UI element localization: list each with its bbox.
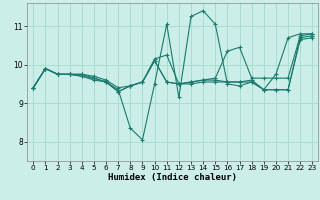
X-axis label: Humidex (Indice chaleur): Humidex (Indice chaleur) bbox=[108, 173, 237, 182]
